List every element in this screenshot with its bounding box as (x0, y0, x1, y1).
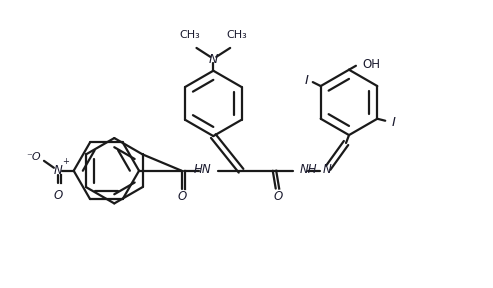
Text: +: + (62, 157, 69, 166)
Text: ⁻O: ⁻O (27, 152, 41, 162)
Text: N: N (322, 163, 331, 176)
Text: I: I (391, 116, 395, 129)
Text: O: O (178, 190, 187, 203)
Text: HN: HN (194, 163, 211, 176)
Text: O: O (53, 189, 63, 202)
Text: OH: OH (363, 58, 381, 71)
Text: CH₃: CH₃ (227, 30, 247, 40)
Text: CH₃: CH₃ (179, 30, 200, 40)
Text: N: N (53, 164, 62, 177)
Text: I: I (305, 74, 309, 87)
Text: O: O (273, 190, 282, 203)
Text: NH: NH (299, 163, 317, 176)
Text: N: N (209, 53, 218, 66)
